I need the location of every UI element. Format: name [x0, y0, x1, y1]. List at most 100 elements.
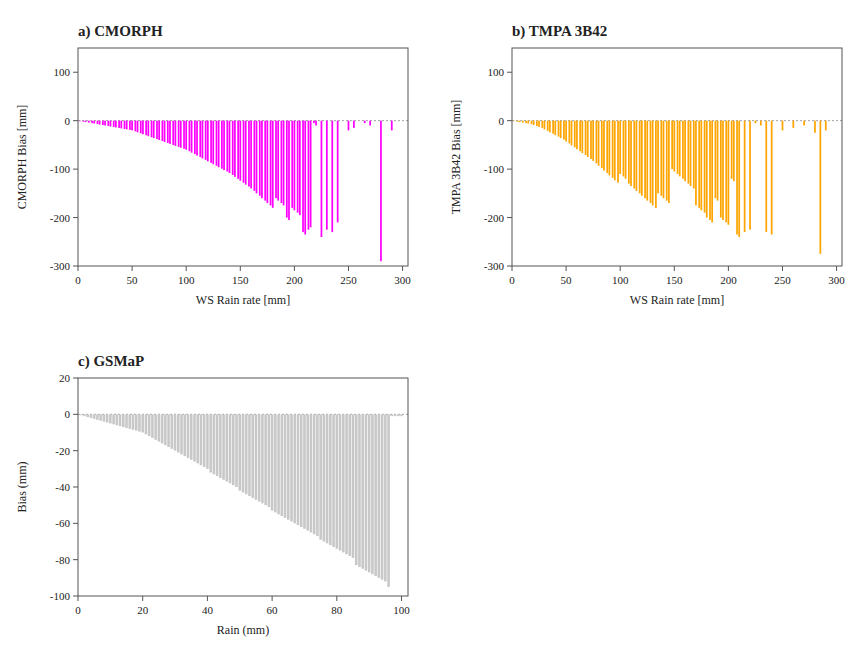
y-tick [73, 559, 78, 560]
bar [196, 414, 199, 463]
bar [355, 414, 358, 565]
bar [709, 121, 711, 220]
bar [630, 121, 632, 186]
bar [652, 121, 654, 206]
bar [80, 414, 83, 416]
bar [203, 414, 206, 467]
y-tick-label: 0 [65, 408, 71, 420]
bar [145, 414, 148, 434]
bar [129, 121, 131, 130]
bar [706, 121, 708, 218]
bar [319, 414, 322, 539]
y-tick [507, 169, 512, 170]
bar [297, 121, 299, 213]
bar [253, 121, 255, 191]
y-tick [507, 217, 512, 218]
bar [202, 121, 204, 159]
bar [391, 414, 394, 416]
y-axis-label: CMORPH Bias [mm] [15, 105, 29, 210]
bar [715, 121, 717, 199]
bar [636, 121, 638, 191]
y-tick [73, 120, 78, 121]
y-axis: -300-200-1000100 [484, 66, 512, 272]
bar [592, 121, 594, 161]
bar [657, 121, 659, 194]
bar [180, 121, 182, 148]
x-tick-label: 0 [75, 274, 81, 286]
bar [782, 121, 784, 131]
bar [361, 414, 364, 568]
bar [147, 121, 149, 137]
bar [196, 121, 198, 156]
bar [579, 121, 581, 152]
bar [200, 414, 203, 465]
bar [156, 121, 158, 139]
bar [576, 121, 578, 150]
bar [250, 121, 252, 189]
y-tick [73, 266, 78, 267]
bar [213, 414, 216, 474]
bar [131, 121, 133, 131]
bar [720, 121, 722, 218]
bar [552, 121, 554, 134]
bar [316, 414, 319, 536]
bar [158, 121, 160, 140]
bar [313, 121, 315, 123]
bar [519, 121, 521, 122]
y-tick-label: -60 [55, 517, 70, 529]
bar [544, 121, 546, 130]
bar [760, 121, 762, 126]
bar [83, 120, 85, 122]
bar [300, 414, 303, 527]
bar [663, 121, 665, 199]
bar [161, 414, 164, 443]
bar [112, 414, 115, 424]
bar [581, 121, 583, 153]
bar [113, 121, 115, 127]
bar [83, 414, 86, 416]
bar [294, 121, 296, 211]
bar [135, 414, 138, 430]
bar [568, 121, 570, 144]
y-axis-label: TMPA 3B42 Bias [mm] [449, 100, 463, 215]
bar [297, 414, 300, 525]
bar [380, 121, 382, 261]
bar [99, 414, 102, 420]
bar [116, 414, 119, 425]
bar [527, 121, 529, 124]
bar [286, 121, 288, 218]
bar [264, 414, 267, 505]
bar [725, 121, 727, 223]
bar [374, 414, 377, 576]
bar [120, 121, 122, 129]
x-tick-label: 250 [774, 274, 791, 286]
bar [368, 414, 371, 572]
bar [243, 121, 245, 183]
bar [109, 414, 112, 423]
x-tick [186, 266, 187, 271]
bar [183, 121, 185, 149]
x-tick-label: 150 [232, 274, 249, 286]
bar [639, 121, 641, 194]
bar [218, 121, 220, 168]
bar [565, 121, 567, 142]
bar [666, 121, 668, 201]
bar [695, 121, 697, 206]
bar [646, 121, 648, 201]
bar [342, 414, 345, 552]
x-tick [401, 596, 402, 601]
bar [191, 121, 193, 153]
bar [281, 414, 284, 516]
x-tick-label: 0 [75, 604, 81, 616]
bar [303, 414, 306, 528]
bar [158, 414, 161, 441]
bar [234, 121, 236, 177]
bar [164, 414, 167, 445]
bar [364, 121, 366, 123]
y-axis: -100-80-60-40-20020 [50, 372, 78, 602]
y-tick-label: -200 [484, 212, 505, 224]
y-tick-label: -40 [55, 481, 70, 493]
title: c) GSMaP [78, 353, 144, 370]
bar [668, 121, 670, 203]
bar [102, 121, 104, 125]
